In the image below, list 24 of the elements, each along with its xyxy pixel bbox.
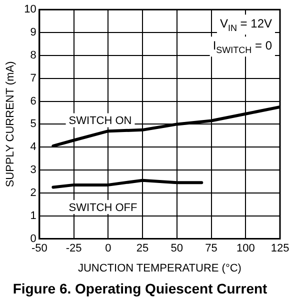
y-tick-label: 9	[30, 26, 36, 39]
series-label: SWITCH ON	[68, 115, 132, 128]
x-tick-label: 75	[205, 242, 218, 254]
x-tick-label: 100	[236, 242, 255, 254]
text: Figure 6. Operating Quiescent Current	[12, 280, 268, 296]
x-axis-title: JUNCTION TEMPERATURE (°C)	[78, 262, 242, 275]
x-tick-label: -25	[66, 242, 82, 254]
y-tick-label: 3	[30, 164, 36, 176]
y-axis-title: SUPPLY CURRENT (mA)	[4, 61, 17, 188]
y-tick-label: 2	[30, 186, 36, 199]
x-tick-label: 125	[270, 242, 290, 254]
y-tick-label: 10	[24, 4, 36, 16]
y-tick-label: 4	[30, 141, 36, 154]
y-tick-label: 5	[30, 118, 36, 130]
y-tick-label: 1	[30, 210, 36, 222]
x-tick-label: 0	[105, 242, 112, 254]
series-label: SWITCH OFF	[68, 202, 138, 214]
y-tick-label: 7	[30, 72, 36, 84]
y-tick-label: 0	[30, 232, 36, 245]
x-tick-label: -50	[31, 242, 48, 254]
x-tick-label: 25	[136, 242, 149, 254]
x-tick-label: 50	[170, 242, 184, 254]
y-tick-label: 6	[30, 95, 36, 108]
y-tick-label: 8	[30, 49, 36, 62]
